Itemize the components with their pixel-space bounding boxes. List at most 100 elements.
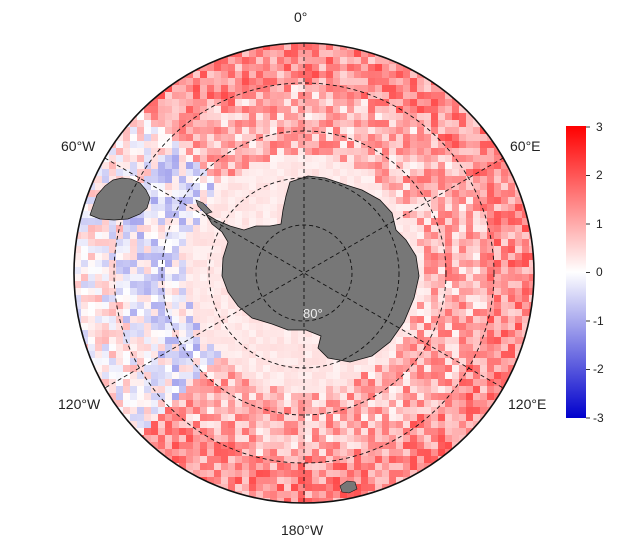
anomaly-cell xyxy=(200,232,207,239)
anomaly-cell xyxy=(480,302,487,309)
anomaly-cell xyxy=(389,92,396,99)
anomaly-cell xyxy=(179,281,186,288)
anomaly-cell xyxy=(256,78,263,85)
anomaly-cell xyxy=(172,183,179,190)
anomaly-cell xyxy=(417,372,424,379)
anomaly-cell xyxy=(200,78,207,85)
anomaly-cell xyxy=(277,372,284,379)
anomaly-cell xyxy=(263,323,270,330)
anomaly-cell xyxy=(116,281,123,288)
anomaly-cell xyxy=(529,246,534,253)
anomaly-cell xyxy=(305,407,312,414)
anomaly-cell xyxy=(473,407,480,414)
anomaly-cell xyxy=(389,470,396,477)
anomaly-cell xyxy=(361,449,368,456)
anomaly-cell xyxy=(319,351,326,358)
anomaly-cell xyxy=(256,400,263,407)
anomaly-cell xyxy=(508,260,515,267)
anomaly-cell xyxy=(186,155,193,162)
anomaly-cell xyxy=(200,92,207,99)
anomaly-cell xyxy=(375,477,382,484)
anomaly-cell xyxy=(291,428,298,435)
anomaly-cell xyxy=(480,323,487,330)
anomaly-cell xyxy=(74,211,81,218)
anomaly-cell xyxy=(424,365,431,372)
anomaly-cell xyxy=(214,393,221,400)
anomaly-cell xyxy=(95,169,102,176)
anomaly-cell xyxy=(193,134,200,141)
anomaly-cell xyxy=(466,330,473,337)
anomaly-cell xyxy=(123,316,130,323)
anomaly-cell xyxy=(186,302,193,309)
anomaly-cell xyxy=(137,295,144,302)
longitude-label-180: 180°W xyxy=(281,522,324,538)
anomaly-cell xyxy=(354,148,361,155)
anomaly-cell xyxy=(312,407,319,414)
anomaly-cell xyxy=(172,218,179,225)
anomaly-cell xyxy=(459,274,466,281)
anomaly-cell xyxy=(354,463,361,470)
anomaly-cell xyxy=(214,64,221,71)
anomaly-cell xyxy=(158,442,165,449)
anomaly-cell xyxy=(88,197,95,204)
anomaly-cell xyxy=(102,337,109,344)
anomaly-cell xyxy=(165,148,172,155)
anomaly-cell xyxy=(431,162,438,169)
anomaly-cell xyxy=(242,106,249,113)
anomaly-cell xyxy=(284,372,291,379)
anomaly-cell xyxy=(298,127,305,134)
anomaly-cell xyxy=(102,323,109,330)
anomaly-cell xyxy=(305,365,312,372)
anomaly-cell xyxy=(193,274,200,281)
anomaly-cell xyxy=(95,260,102,267)
anomaly-cell xyxy=(298,358,305,365)
anomaly-cell xyxy=(459,309,466,316)
anomaly-cell xyxy=(375,134,382,141)
anomaly-cell xyxy=(424,337,431,344)
anomaly-cell xyxy=(494,281,501,288)
anomaly-cell xyxy=(277,169,284,176)
anomaly-cell xyxy=(256,127,263,134)
anomaly-cell xyxy=(410,344,417,351)
anomaly-cell xyxy=(480,134,487,141)
anomaly-cell xyxy=(459,211,466,218)
anomaly-cell xyxy=(102,253,109,260)
anomaly-cell xyxy=(298,456,305,463)
anomaly-cell xyxy=(445,120,452,127)
anomaly-cell xyxy=(424,148,431,155)
anomaly-cell xyxy=(228,379,235,386)
anomaly-cell xyxy=(165,127,172,134)
anomaly-cell xyxy=(123,267,130,274)
anomaly-cell xyxy=(424,267,431,274)
anomaly-cell xyxy=(410,400,417,407)
anomaly-cell xyxy=(396,169,403,176)
anomaly-cell xyxy=(459,169,466,176)
anomaly-cell xyxy=(312,414,319,421)
anomaly-cell xyxy=(354,414,361,421)
anomaly-cell xyxy=(298,337,305,344)
anomaly-cell xyxy=(438,407,445,414)
anomaly-cell xyxy=(291,400,298,407)
anomaly-cell xyxy=(256,134,263,141)
anomaly-cell xyxy=(123,274,130,281)
anomaly-cell xyxy=(417,323,424,330)
anomaly-cell xyxy=(165,85,172,92)
anomaly-cell xyxy=(130,134,137,141)
anomaly-cell xyxy=(235,449,242,456)
anomaly-cell xyxy=(102,281,109,288)
anomaly-cell xyxy=(179,78,186,85)
anomaly-cell xyxy=(501,183,508,190)
anomaly-cell xyxy=(424,225,431,232)
anomaly-cell xyxy=(263,337,270,344)
anomaly-cell xyxy=(270,127,277,134)
anomaly-cell xyxy=(459,330,466,337)
anomaly-cell xyxy=(480,379,487,386)
anomaly-cell xyxy=(354,456,361,463)
anomaly-cell xyxy=(270,491,277,498)
anomaly-cell xyxy=(144,218,151,225)
anomaly-cell xyxy=(263,190,270,197)
anomaly-cell xyxy=(249,463,256,470)
anomaly-cell xyxy=(186,463,193,470)
anomaly-cell xyxy=(410,302,417,309)
anomaly-cell xyxy=(417,211,424,218)
